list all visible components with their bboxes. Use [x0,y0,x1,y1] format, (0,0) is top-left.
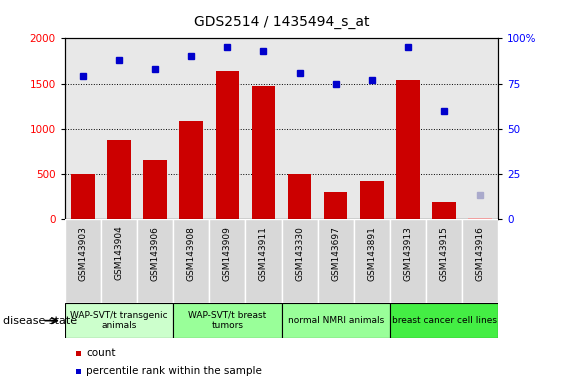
Bar [71,174,95,219]
Bar [107,141,131,219]
FancyBboxPatch shape [390,303,498,338]
Bar [360,181,383,219]
Text: GSM143908: GSM143908 [187,226,196,281]
FancyBboxPatch shape [462,219,498,303]
Text: GSM143904: GSM143904 [114,226,123,280]
FancyBboxPatch shape [282,219,318,303]
FancyBboxPatch shape [101,219,137,303]
Bar [396,80,419,219]
Bar [216,71,239,219]
FancyBboxPatch shape [245,219,282,303]
FancyBboxPatch shape [173,219,209,303]
Bar [76,369,82,374]
Text: GSM143891: GSM143891 [367,226,376,281]
Text: breast cancer cell lines: breast cancer cell lines [391,316,497,325]
Bar [180,121,203,219]
Bar [252,86,275,219]
Bar [432,202,456,219]
Bar [324,192,347,219]
Bar [76,351,82,356]
Text: GSM143330: GSM143330 [295,226,304,281]
Bar [468,218,492,219]
FancyBboxPatch shape [390,219,426,303]
Text: disease state: disease state [3,316,77,326]
Bar [288,174,311,219]
Text: GSM143915: GSM143915 [440,226,449,281]
Text: WAP-SVT/t transgenic
animals: WAP-SVT/t transgenic animals [70,311,168,330]
Text: normal NMRI animals: normal NMRI animals [288,316,384,325]
FancyBboxPatch shape [65,303,173,338]
Text: GSM143916: GSM143916 [476,226,485,281]
Text: GSM143909: GSM143909 [223,226,232,281]
Text: percentile rank within the sample: percentile rank within the sample [86,366,262,376]
FancyBboxPatch shape [65,219,101,303]
FancyBboxPatch shape [318,219,354,303]
Text: GSM143911: GSM143911 [259,226,268,281]
Text: WAP-SVT/t breast
tumors: WAP-SVT/t breast tumors [188,311,266,330]
FancyBboxPatch shape [426,219,462,303]
Text: GSM143906: GSM143906 [150,226,159,281]
Text: count: count [86,348,115,358]
Text: GSM143903: GSM143903 [78,226,87,281]
FancyBboxPatch shape [173,303,282,338]
Text: GSM143697: GSM143697 [331,226,340,281]
Text: GDS2514 / 1435494_s_at: GDS2514 / 1435494_s_at [194,15,369,29]
FancyBboxPatch shape [209,219,245,303]
Text: GSM143913: GSM143913 [404,226,413,281]
FancyBboxPatch shape [137,219,173,303]
FancyBboxPatch shape [282,303,390,338]
Bar [144,160,167,219]
FancyBboxPatch shape [354,219,390,303]
